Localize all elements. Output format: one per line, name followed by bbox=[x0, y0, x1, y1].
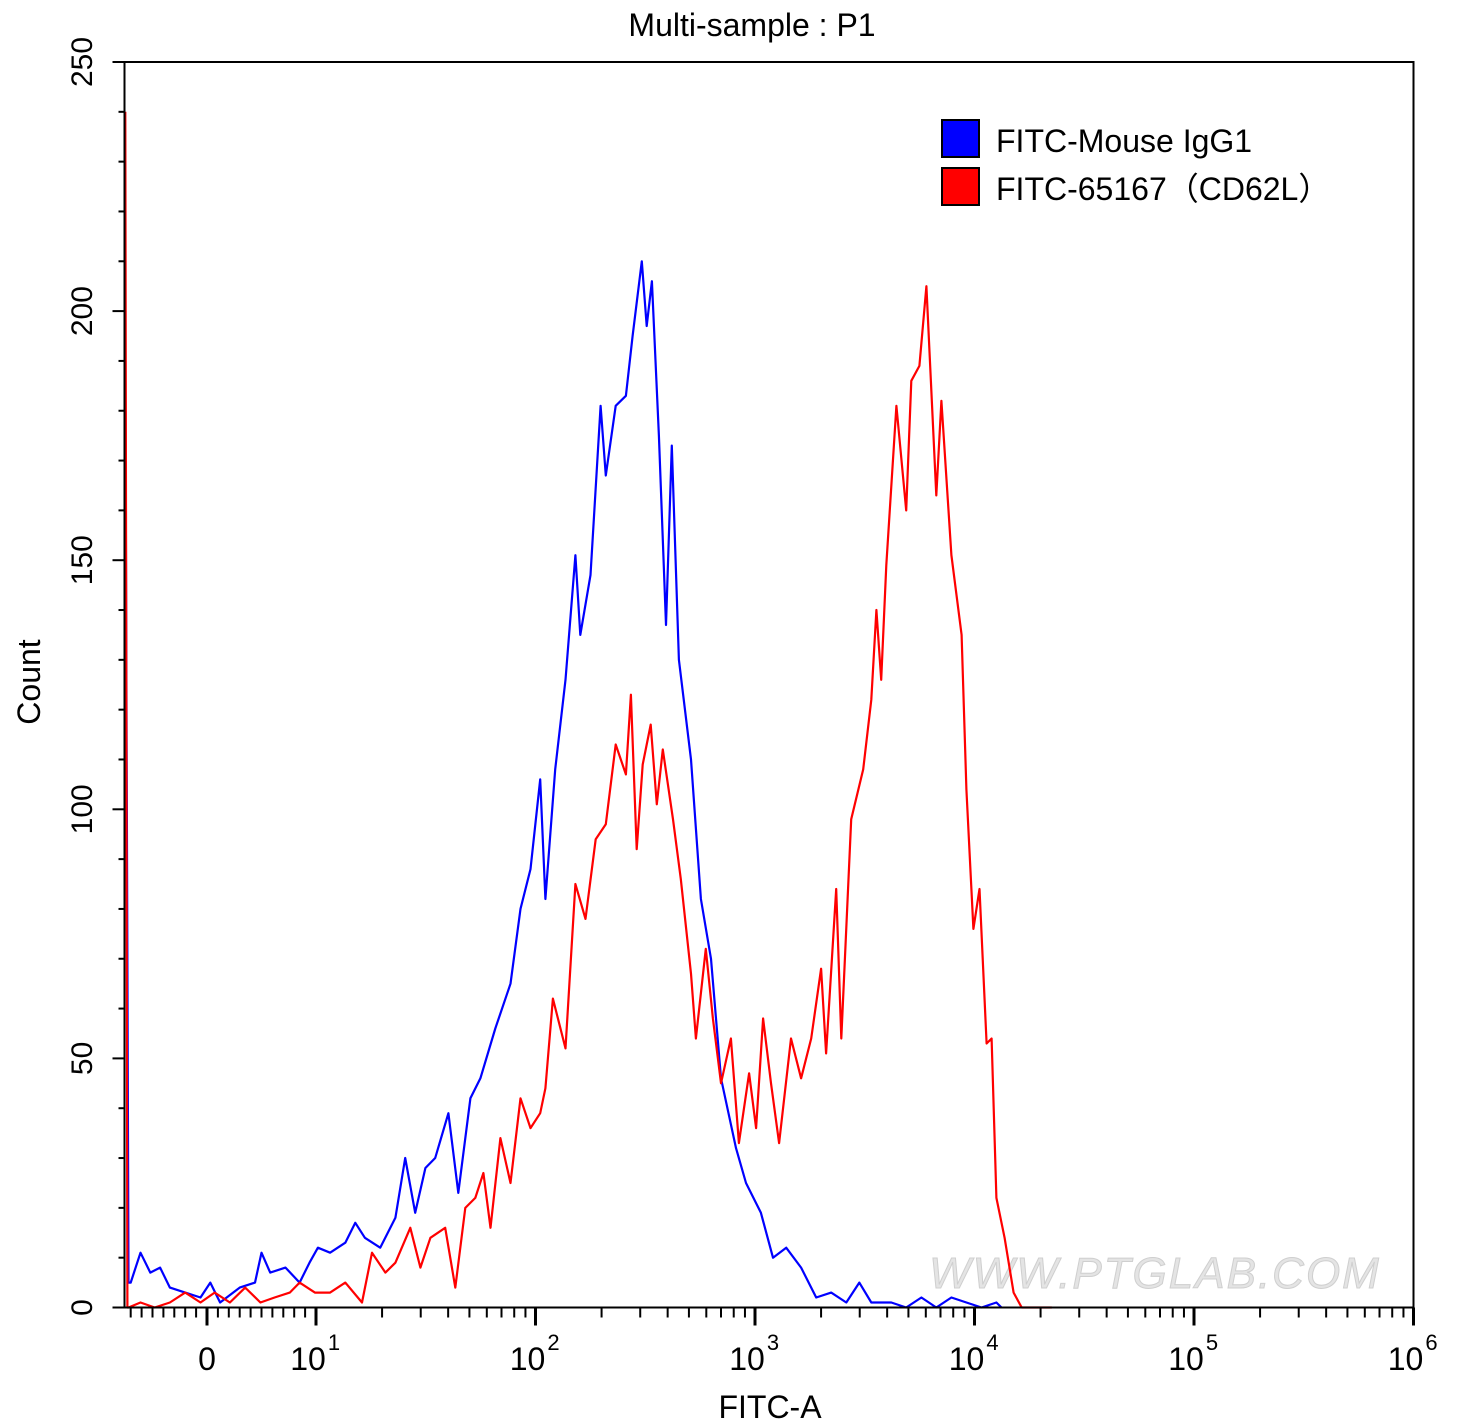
x-tick-label: 10 bbox=[510, 1341, 546, 1377]
x-tick-label: 10 bbox=[1388, 1341, 1424, 1377]
x-tick-label: 0 bbox=[198, 1341, 216, 1377]
legend-label-cd62l: FITC-65167（CD62L） bbox=[996, 171, 1330, 207]
plot-frame bbox=[123, 61, 1415, 1309]
x-tick-label: 10 bbox=[949, 1341, 985, 1377]
x-tick-exponent: 4 bbox=[986, 1330, 998, 1355]
x-axis-label: FITC-A bbox=[718, 1389, 822, 1425]
chart-title: Multi-sample : P1 bbox=[628, 7, 875, 43]
series-layer bbox=[124, 111, 1052, 1309]
legend-swatch-cd62l bbox=[941, 167, 980, 206]
y-axis-label: Count bbox=[11, 639, 47, 725]
x-tick-label: 10 bbox=[729, 1341, 765, 1377]
x-tick-exponent: 5 bbox=[1206, 1330, 1218, 1355]
x-tick-exponent: 6 bbox=[1425, 1330, 1437, 1355]
y-tick-label: 50 bbox=[66, 1042, 99, 1075]
x-tick-label: 10 bbox=[1168, 1341, 1204, 1377]
x-tick-exponent: 3 bbox=[767, 1330, 779, 1355]
legend: FITC-Mouse IgG1 FITC-65167（CD62L） bbox=[941, 119, 1330, 207]
legend-swatch-igg1 bbox=[941, 119, 980, 158]
series-line-0 bbox=[124, 260, 1003, 1309]
x-tick-label: 10 bbox=[290, 1341, 326, 1377]
x-tick-exponent: 1 bbox=[328, 1330, 340, 1355]
legend-label-igg1: FITC-Mouse IgG1 bbox=[996, 123, 1252, 159]
y-tick-label: 100 bbox=[66, 784, 99, 834]
x-tick-exponent: 2 bbox=[547, 1330, 559, 1355]
watermark: WWW.PTGLAB.COM bbox=[929, 1249, 1381, 1298]
series-line-1 bbox=[124, 111, 1052, 1309]
y-tick-label: 200 bbox=[66, 286, 99, 336]
y-tick-label: 250 bbox=[66, 37, 99, 87]
y-tick-label: 150 bbox=[66, 535, 99, 585]
y-tick-label: 0 bbox=[66, 1299, 99, 1316]
